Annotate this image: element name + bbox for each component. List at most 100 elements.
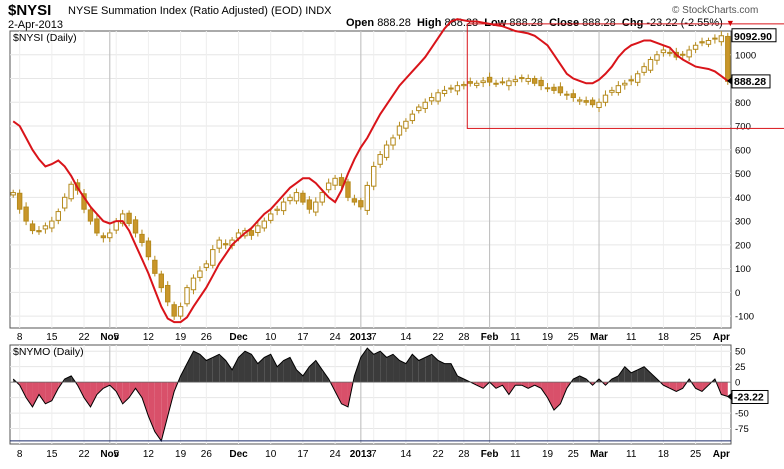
- candle: [371, 161, 377, 191]
- chg-label: Chg: [621, 17, 644, 29]
- candle: [165, 281, 171, 307]
- candle: [351, 194, 358, 206]
- candle-body: [660, 49, 667, 54]
- candle-body: [615, 85, 622, 94]
- momentum-area-segment: [277, 360, 284, 383]
- x-tick-label: Apr: [713, 332, 730, 343]
- candle: [222, 239, 229, 250]
- candle: [422, 98, 428, 113]
- candle-body: [68, 183, 74, 200]
- momentum-area-segment: [476, 382, 484, 389]
- momentum-area-segment: [637, 366, 645, 383]
- candle: [725, 32, 731, 85]
- candle: [712, 34, 718, 44]
- price-tick-label: 0: [735, 288, 740, 299]
- momentum-area-segment: [38, 382, 46, 404]
- candle: [647, 56, 654, 74]
- candle: [293, 188, 300, 205]
- candle: [300, 190, 306, 205]
- candle: [474, 80, 480, 89]
- candle-body: [628, 79, 634, 82]
- candle: [428, 92, 435, 105]
- momentum-area-segment: [84, 382, 91, 407]
- candle-body: [454, 85, 461, 92]
- candle: [486, 72, 493, 87]
- candle-body: [686, 49, 692, 58]
- candle: [538, 76, 544, 91]
- momentum-area-segment: [51, 382, 59, 401]
- candle: [255, 221, 261, 237]
- candle-body: [551, 86, 557, 91]
- candle: [441, 85, 448, 97]
- candle-body: [49, 220, 55, 229]
- candle: [107, 228, 113, 242]
- candle: [680, 50, 686, 60]
- price-legend: $NYSI (Daily): [13, 32, 77, 44]
- candle: [10, 189, 16, 198]
- candle: [261, 217, 267, 232]
- x-tick-label: 19: [175, 449, 187, 460]
- candle: [396, 121, 403, 140]
- momentum-area-segment: [644, 366, 651, 383]
- candle-body: [680, 53, 686, 56]
- index-name: NYSE Summation Index (Ratio Adjusted) (E…: [68, 5, 332, 17]
- price-tick-label: 400: [735, 193, 751, 204]
- candle: [23, 202, 29, 226]
- index-title: NYSE Summation Index (Ratio Adjusted) (E…: [68, 5, 303, 17]
- momentum-area-segment: [650, 372, 657, 383]
- momentum-tick-label: 25: [735, 362, 746, 373]
- momentum-area-segment: [264, 354, 271, 383]
- momentum-area-segment: [528, 382, 535, 389]
- candle-body: [371, 165, 377, 187]
- candle-body: [718, 35, 725, 43]
- candle: [313, 197, 319, 217]
- momentum-area-segment: [380, 351, 387, 383]
- candle: [274, 205, 280, 216]
- candle: [660, 45, 667, 57]
- momentum-area-segment: [438, 360, 445, 383]
- x-tick-label: 2013: [350, 332, 373, 343]
- candle-body: [338, 177, 345, 186]
- candle: [718, 31, 725, 46]
- momentum-area-segment: [721, 382, 728, 397]
- candle-body: [577, 99, 583, 102]
- momentum-area-segment: [96, 382, 104, 395]
- candle-body: [596, 101, 602, 109]
- candle-body: [583, 100, 589, 103]
- highlight-box: [466, 23, 784, 129]
- candle: [416, 104, 422, 114]
- momentum-area-segment: [618, 366, 625, 383]
- momentum-area-segment: [444, 363, 451, 383]
- candle-body: [293, 192, 300, 202]
- candle-body: [23, 206, 29, 222]
- candle-body: [158, 273, 164, 289]
- x-tick-label: 5: [113, 332, 119, 343]
- candle-body: [396, 125, 403, 136]
- candle-body: [10, 192, 16, 196]
- momentum-area-segment: [418, 357, 426, 383]
- momentum-area-segment: [386, 354, 394, 383]
- x-tick-label: Dec: [229, 449, 248, 460]
- momentum-area-segment: [515, 382, 522, 386]
- x-tick-label: 22: [433, 449, 445, 460]
- candle-body: [570, 93, 576, 99]
- candle-body: [435, 92, 441, 102]
- candle-body: [216, 239, 222, 249]
- momentum-area-segment: [103, 382, 110, 389]
- x-tick-label: 18: [658, 449, 670, 460]
- candle: [49, 216, 55, 233]
- x-tick-label: 24: [330, 449, 342, 460]
- x-tick-label: 25: [690, 449, 702, 460]
- momentum-area-segment: [257, 357, 265, 383]
- candle-body: [364, 184, 370, 211]
- exchange: INDX: [305, 5, 332, 17]
- momentum-area-segment: [122, 382, 130, 404]
- momentum-area-segment: [335, 382, 342, 404]
- candle: [152, 255, 158, 277]
- momentum-area-segment: [199, 354, 207, 383]
- candle-body: [441, 89, 448, 94]
- candle-body: [641, 66, 647, 73]
- x-tick-label: 12: [143, 449, 155, 460]
- high-label: High: [416, 17, 442, 29]
- candle: [602, 90, 609, 107]
